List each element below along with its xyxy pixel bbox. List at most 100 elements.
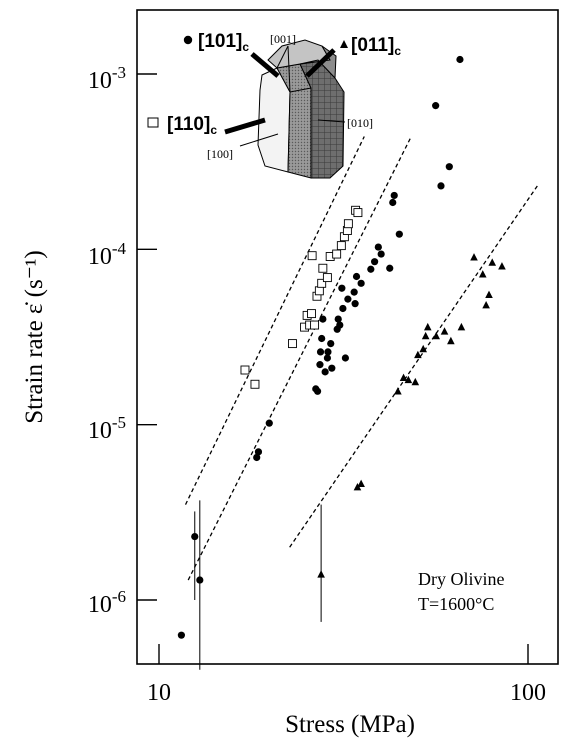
point-[101]c: [432, 102, 440, 110]
point-[101]c: [313, 387, 322, 395]
x-tick-label-100: 100: [510, 680, 546, 706]
point-[101]c: [177, 631, 185, 639]
point-[101]c: [351, 300, 359, 308]
point-[101]c: [336, 321, 344, 329]
point-[101]c: [323, 354, 331, 362]
point-[011]c: [470, 253, 478, 261]
annotation-temperature: T=1600°C: [418, 594, 494, 614]
fit-line-[110]c: [184, 136, 365, 505]
point-[101]c: [316, 361, 324, 369]
y-tick-label-1e-4: 10-4: [88, 239, 127, 270]
point-[110]c: [343, 219, 353, 229]
point-[011]c: [357, 479, 365, 487]
point-[101]c: [319, 315, 327, 323]
point-[011]c: [394, 387, 402, 395]
point-[011]c: [485, 290, 493, 299]
point-[101]c: [395, 230, 403, 238]
point-[011]c: [432, 331, 441, 340]
point-[101]c: [338, 284, 346, 292]
legend-label-101c: [101]c: [198, 31, 249, 54]
point-[110]c: [332, 249, 342, 259]
point-[101]c: [344, 295, 352, 303]
point-[101]c: [386, 264, 394, 272]
fit-line-[011]c: [289, 185, 538, 548]
point-[011]c: [421, 331, 430, 340]
point-[101]c: [339, 304, 347, 313]
y-tick-label-1e-6: 10-6: [88, 587, 126, 618]
legend-label-110c: [110]c: [167, 114, 217, 137]
point-[101]c: [367, 265, 375, 273]
point-[011]c: [478, 270, 487, 278]
point-[101]c: [253, 453, 261, 462]
crystal-edge: [276, 45, 289, 69]
point-[011]c: [399, 373, 408, 382]
point-[110]c: [310, 320, 320, 330]
pointer-100: [239, 133, 279, 147]
point-[101]c: [456, 55, 464, 64]
x-tick-label-10: 10: [147, 680, 171, 706]
point-[011]c: [317, 570, 325, 578]
crystal-label-001: [001]: [270, 32, 296, 46]
point-[110]c: [307, 251, 317, 261]
point-[110]c: [318, 263, 328, 273]
y-axis-title: Strain rate ε̇ (s⁻¹): [21, 250, 48, 424]
point-[011]c: [423, 322, 432, 331]
point-[110]c: [250, 379, 260, 389]
point-[101]c: [324, 348, 332, 356]
point-[011]c: [457, 322, 466, 331]
point-[101]c: [377, 250, 385, 258]
point-[110]c: [307, 309, 316, 319]
point-[011]c: [414, 350, 422, 359]
point-[101]c: [350, 288, 358, 296]
point-[101]c: [321, 368, 329, 376]
point-[110]c: [314, 286, 324, 296]
fit-line-[101]c: [187, 137, 411, 581]
point-[101]c: [357, 279, 365, 287]
point-[101]c: [437, 182, 445, 190]
crystal-label-010: [010]: [347, 116, 373, 130]
legend-label-011c: [011]c: [351, 35, 401, 58]
data-points: [177, 55, 506, 639]
point-[110]c: [240, 365, 250, 375]
olivine-crystal-diagram: [001] [010] [100]: [207, 32, 373, 179]
point-[101]c: [316, 348, 325, 356]
point-[110]c: [317, 278, 327, 288]
point-[011]c: [482, 301, 490, 309]
pointer-011: [305, 48, 336, 78]
plot-frame: [136, 9, 559, 665]
x-axis-title: Stress (MPa): [285, 711, 415, 738]
point-[101]c: [445, 163, 453, 171]
point-[011]c: [419, 344, 428, 353]
legend-marker-circle: [183, 35, 193, 45]
point-[101]c: [371, 258, 379, 266]
crystal-label-100: [100]: [207, 147, 233, 161]
pointer-110: [224, 117, 266, 135]
pointer-101: [250, 52, 280, 78]
point-[011]c: [404, 375, 413, 384]
point-[101]c: [196, 576, 204, 584]
point-[101]c: [327, 339, 335, 348]
annotation-material: Dry Olivine: [418, 569, 504, 589]
crystal-edge: [289, 87, 312, 93]
axis-ticks: [137, 73, 529, 664]
point-[011]c: [488, 258, 497, 266]
legend: [101]c [011]c [110]c: [147, 31, 401, 137]
point-[101]c: [191, 532, 199, 541]
point-[011]c: [498, 262, 506, 270]
point-[101]c: [254, 448, 263, 456]
point-[101]c: [318, 334, 326, 343]
point-[101]c: [328, 364, 336, 372]
point-[110]c: [322, 273, 332, 283]
error-bars: [194, 500, 322, 670]
point-[101]c: [390, 191, 398, 200]
point-[101]c: [374, 243, 382, 251]
legend-marker-square: [147, 117, 159, 128]
point-[110]c: [353, 208, 363, 218]
point-[110]c: [336, 241, 346, 251]
point-[101]c: [341, 354, 350, 362]
point-[101]c: [352, 272, 361, 281]
fit-lines: [184, 136, 538, 581]
point-[110]c: [288, 339, 297, 349]
point-[011]c: [440, 327, 449, 335]
